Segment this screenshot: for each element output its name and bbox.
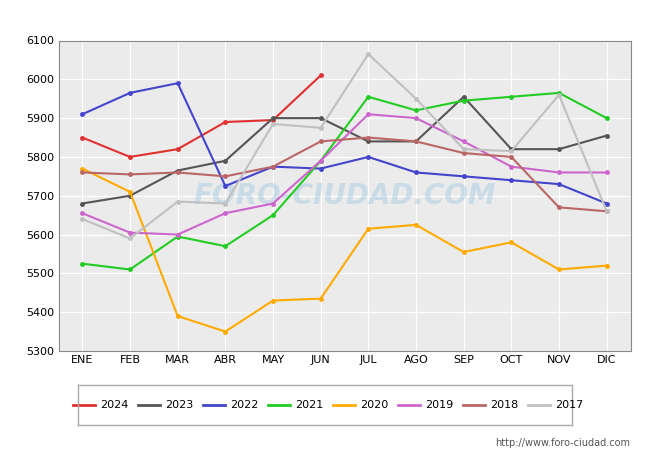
Text: 2020: 2020 <box>360 400 388 410</box>
Text: 2017: 2017 <box>554 400 583 410</box>
Text: 2018: 2018 <box>490 400 518 410</box>
Text: 2024: 2024 <box>100 400 129 410</box>
Text: http://www.foro-ciudad.com: http://www.foro-ciudad.com <box>495 438 630 448</box>
Text: 2023: 2023 <box>165 400 194 410</box>
Text: 2022: 2022 <box>230 400 259 410</box>
Text: Afiliados en Tui a 31/5/2024: Afiliados en Tui a 31/5/2024 <box>200 8 450 26</box>
Text: FORO-CIUDAD.COM: FORO-CIUDAD.COM <box>193 182 496 210</box>
Text: 2019: 2019 <box>425 400 453 410</box>
Text: 2021: 2021 <box>295 400 323 410</box>
